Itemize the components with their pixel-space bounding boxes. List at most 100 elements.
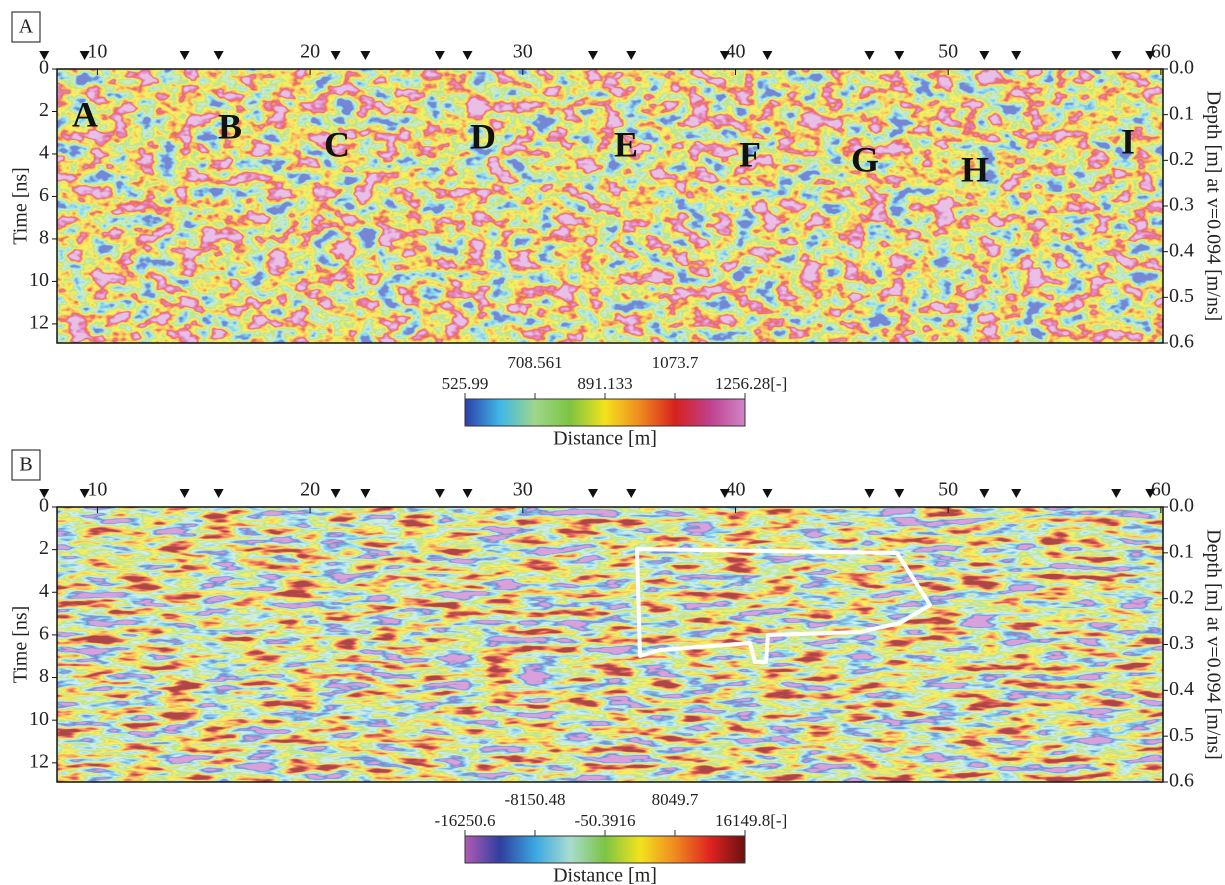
highlight-outline [635, 547, 932, 664]
marker [330, 51, 341, 60]
y-tick-label: 6 [39, 623, 49, 645]
marker [1145, 489, 1156, 498]
annotation: C [324, 124, 350, 164]
y2-tick-label: 0.4 [1169, 678, 1194, 700]
colorbar-tick-label: 891.133 [577, 374, 632, 393]
y2-tick-label: 0.5 [1169, 724, 1194, 746]
y-tick-label: 12 [29, 311, 49, 333]
annotation: H [961, 149, 989, 189]
annotation: A [72, 94, 98, 134]
y-tick-label: 0 [39, 57, 49, 79]
y-tick-label: 8 [39, 227, 49, 249]
colorbar-tick-label: 1256.28[-] [715, 374, 787, 393]
marker [864, 51, 875, 60]
marker [462, 51, 473, 60]
x-tick-label: 10 [87, 479, 107, 501]
x-tick-label: 40 [725, 41, 745, 63]
y2-tick-label: 0.1 [1169, 102, 1194, 124]
x-tick-label: 60 [1151, 41, 1171, 63]
colorbar-tick-label: 1073.7 [652, 353, 699, 372]
panel-label-box [11, 449, 41, 481]
y-tick-label: 4 [39, 142, 49, 164]
x-tick-label: 50 [938, 41, 958, 63]
annotation: D [470, 116, 496, 156]
panel-label-box [11, 11, 41, 43]
annotation: G [851, 139, 879, 179]
annotation: F [739, 134, 761, 174]
x-tick-label: 40 [725, 479, 745, 501]
y2-tick-label: 0.0 [1169, 57, 1194, 79]
x-tick-label: 30 [513, 41, 533, 63]
marker [213, 489, 224, 498]
y2-axis-title: Depth [m] at v=0.094 [m/ns] [1202, 529, 1224, 760]
y-tick-label: 12 [29, 750, 49, 772]
y2-tick-label: 0.5 [1169, 285, 1194, 307]
marker [434, 489, 445, 498]
marker [330, 489, 341, 498]
marker [864, 489, 875, 498]
marker [179, 51, 190, 60]
y2-tick-label: 0.6 [1169, 331, 1194, 353]
marker [360, 51, 371, 60]
x-tick-label: 60 [1151, 479, 1171, 501]
marker [79, 51, 90, 60]
marker [587, 51, 598, 60]
y-tick-label: 2 [39, 99, 49, 121]
y2-tick-label: 0.1 [1169, 540, 1194, 562]
x-tick-label: 10 [87, 41, 107, 63]
colorbar-title: Distance [m] [553, 865, 657, 885]
marker [587, 489, 598, 498]
x-tick-label: 20 [300, 41, 320, 63]
annotation: E [614, 124, 638, 164]
marker [39, 489, 50, 498]
x-tick-label: 30 [513, 479, 533, 501]
y-tick-label: 10 [29, 708, 49, 730]
marker [894, 51, 905, 60]
colorbar-tick-label: -50.3916 [575, 811, 636, 830]
radargram [57, 507, 1163, 782]
y2-axis-title: Depth [m] at v=0.094 [m/ns] [1202, 91, 1224, 322]
marker [979, 489, 990, 498]
colorbar [464, 398, 746, 427]
y-tick-label: 0 [39, 495, 49, 517]
marker [626, 489, 637, 498]
y2-tick-label: 0.3 [1169, 632, 1194, 654]
annotation: I [1121, 121, 1135, 161]
marker [360, 489, 371, 498]
y-axis-title: Time [ns] [10, 606, 32, 684]
y2-tick-label: 0.3 [1169, 194, 1194, 216]
panel-label: B [19, 454, 32, 476]
x-tick-label: 50 [938, 479, 958, 501]
y-tick-label: 10 [29, 269, 49, 291]
marker [79, 489, 90, 498]
annotation: B [218, 106, 242, 146]
y2-tick-label: 0.2 [1169, 148, 1194, 170]
marker [1011, 51, 1022, 60]
marker [462, 489, 473, 498]
y-tick-label: 4 [39, 580, 49, 602]
colorbar-tick-label: 525.99 [442, 374, 489, 393]
y2-tick-label: 0.2 [1169, 586, 1194, 608]
y-tick-label: 6 [39, 184, 49, 206]
marker [179, 489, 190, 498]
y2-tick-label: 0.4 [1169, 239, 1194, 261]
colorbar [464, 835, 746, 864]
marker [1111, 51, 1122, 60]
colorbar-tick-label: 708.561 [507, 353, 562, 372]
marker [719, 51, 730, 60]
colorbar-tick-label: 8049.7 [652, 790, 699, 809]
y-axis-title: Time [ns] [10, 167, 32, 245]
y2-tick-label: 0.0 [1169, 495, 1194, 517]
colorbar-tick-label: 16149.8[-] [715, 811, 787, 830]
marker [762, 489, 773, 498]
colorbar-tick-label: -8150.48 [505, 790, 566, 809]
marker [1011, 489, 1022, 498]
radargram [57, 69, 1163, 343]
y-tick-label: 2 [39, 537, 49, 559]
marker [626, 51, 637, 60]
y-tick-label: 8 [39, 665, 49, 687]
panel-label: A [19, 16, 34, 38]
y2-tick-label: 0.6 [1169, 770, 1194, 792]
marker [1111, 489, 1122, 498]
